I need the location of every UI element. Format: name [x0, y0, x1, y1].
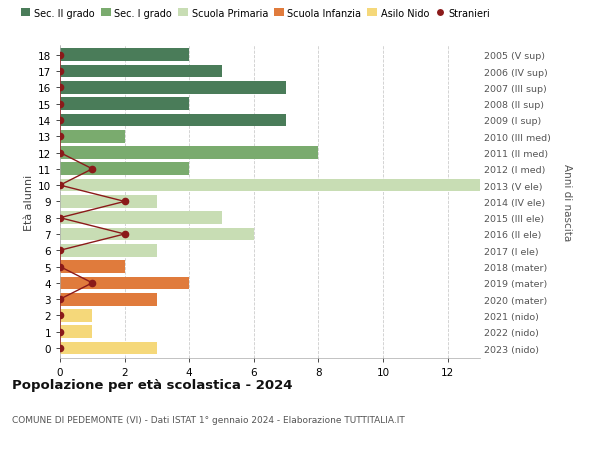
Y-axis label: Anni di nascita: Anni di nascita: [562, 163, 572, 241]
Bar: [60, 326, 92, 338]
Bar: [60, 114, 286, 127]
Bar: [60, 309, 92, 322]
Bar: [60, 228, 254, 241]
Bar: [60, 342, 157, 355]
Bar: [60, 261, 125, 273]
Bar: [60, 277, 189, 290]
Bar: [60, 49, 189, 62]
Bar: [60, 131, 125, 143]
Bar: [60, 147, 319, 160]
Text: COMUNE DI PEDEMONTE (VI) - Dati ISTAT 1° gennaio 2024 - Elaborazione TUTTITALIA.: COMUNE DI PEDEMONTE (VI) - Dati ISTAT 1°…: [12, 415, 405, 425]
Bar: [60, 163, 189, 176]
Bar: [60, 82, 286, 95]
Bar: [60, 212, 221, 224]
Y-axis label: Età alunni: Età alunni: [23, 174, 34, 230]
Bar: [60, 179, 480, 192]
Bar: [60, 196, 157, 208]
Bar: [60, 98, 189, 111]
Legend: Sec. II grado, Sec. I grado, Scuola Primaria, Scuola Infanzia, Asilo Nido, Stran: Sec. II grado, Sec. I grado, Scuola Prim…: [17, 5, 494, 22]
Bar: [60, 66, 221, 78]
Bar: [60, 244, 157, 257]
Bar: [60, 293, 157, 306]
Text: Popolazione per età scolastica - 2024: Popolazione per età scolastica - 2024: [12, 379, 293, 392]
